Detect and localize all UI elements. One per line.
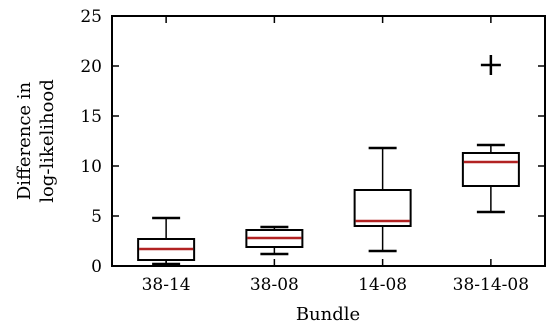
box-1	[245, 225, 304, 256]
iqr-box-3	[461, 152, 520, 187]
plot-frame	[111, 15, 546, 267]
y-axis-label-line-1: Difference in	[14, 81, 35, 200]
box-2	[353, 146, 412, 253]
y-tick-label-0: 0	[91, 257, 102, 277]
iqr-box-1	[245, 229, 304, 248]
y-tick-label-4: 20	[80, 57, 102, 77]
y-tick-label-5: 25	[80, 7, 102, 27]
plot-area	[111, 15, 546, 267]
x-tick-label-2: 14-08	[358, 275, 407, 295]
y-tick-label-3: 15	[80, 107, 102, 127]
iqr-box-2	[353, 189, 412, 227]
box-3	[461, 55, 520, 214]
x-tick-label-0: 38-14	[142, 275, 191, 295]
x-tick-label-3: 38-14-08	[453, 275, 529, 295]
y-tick-label-1: 5	[91, 207, 102, 227]
x-axis-label: Bundle	[296, 304, 360, 325]
x-axis-ticks: 38-14 38-08 14-08 38-14-08	[142, 16, 529, 295]
y-tick-label-2: 10	[80, 157, 102, 177]
y-axis-label-line-2: log-likelihood	[37, 79, 58, 203]
box-0	[137, 216, 196, 266]
y-axis-ticks: 0 5 10 15 20 25	[80, 7, 545, 277]
x-tick-label-1: 38-08	[250, 275, 299, 295]
